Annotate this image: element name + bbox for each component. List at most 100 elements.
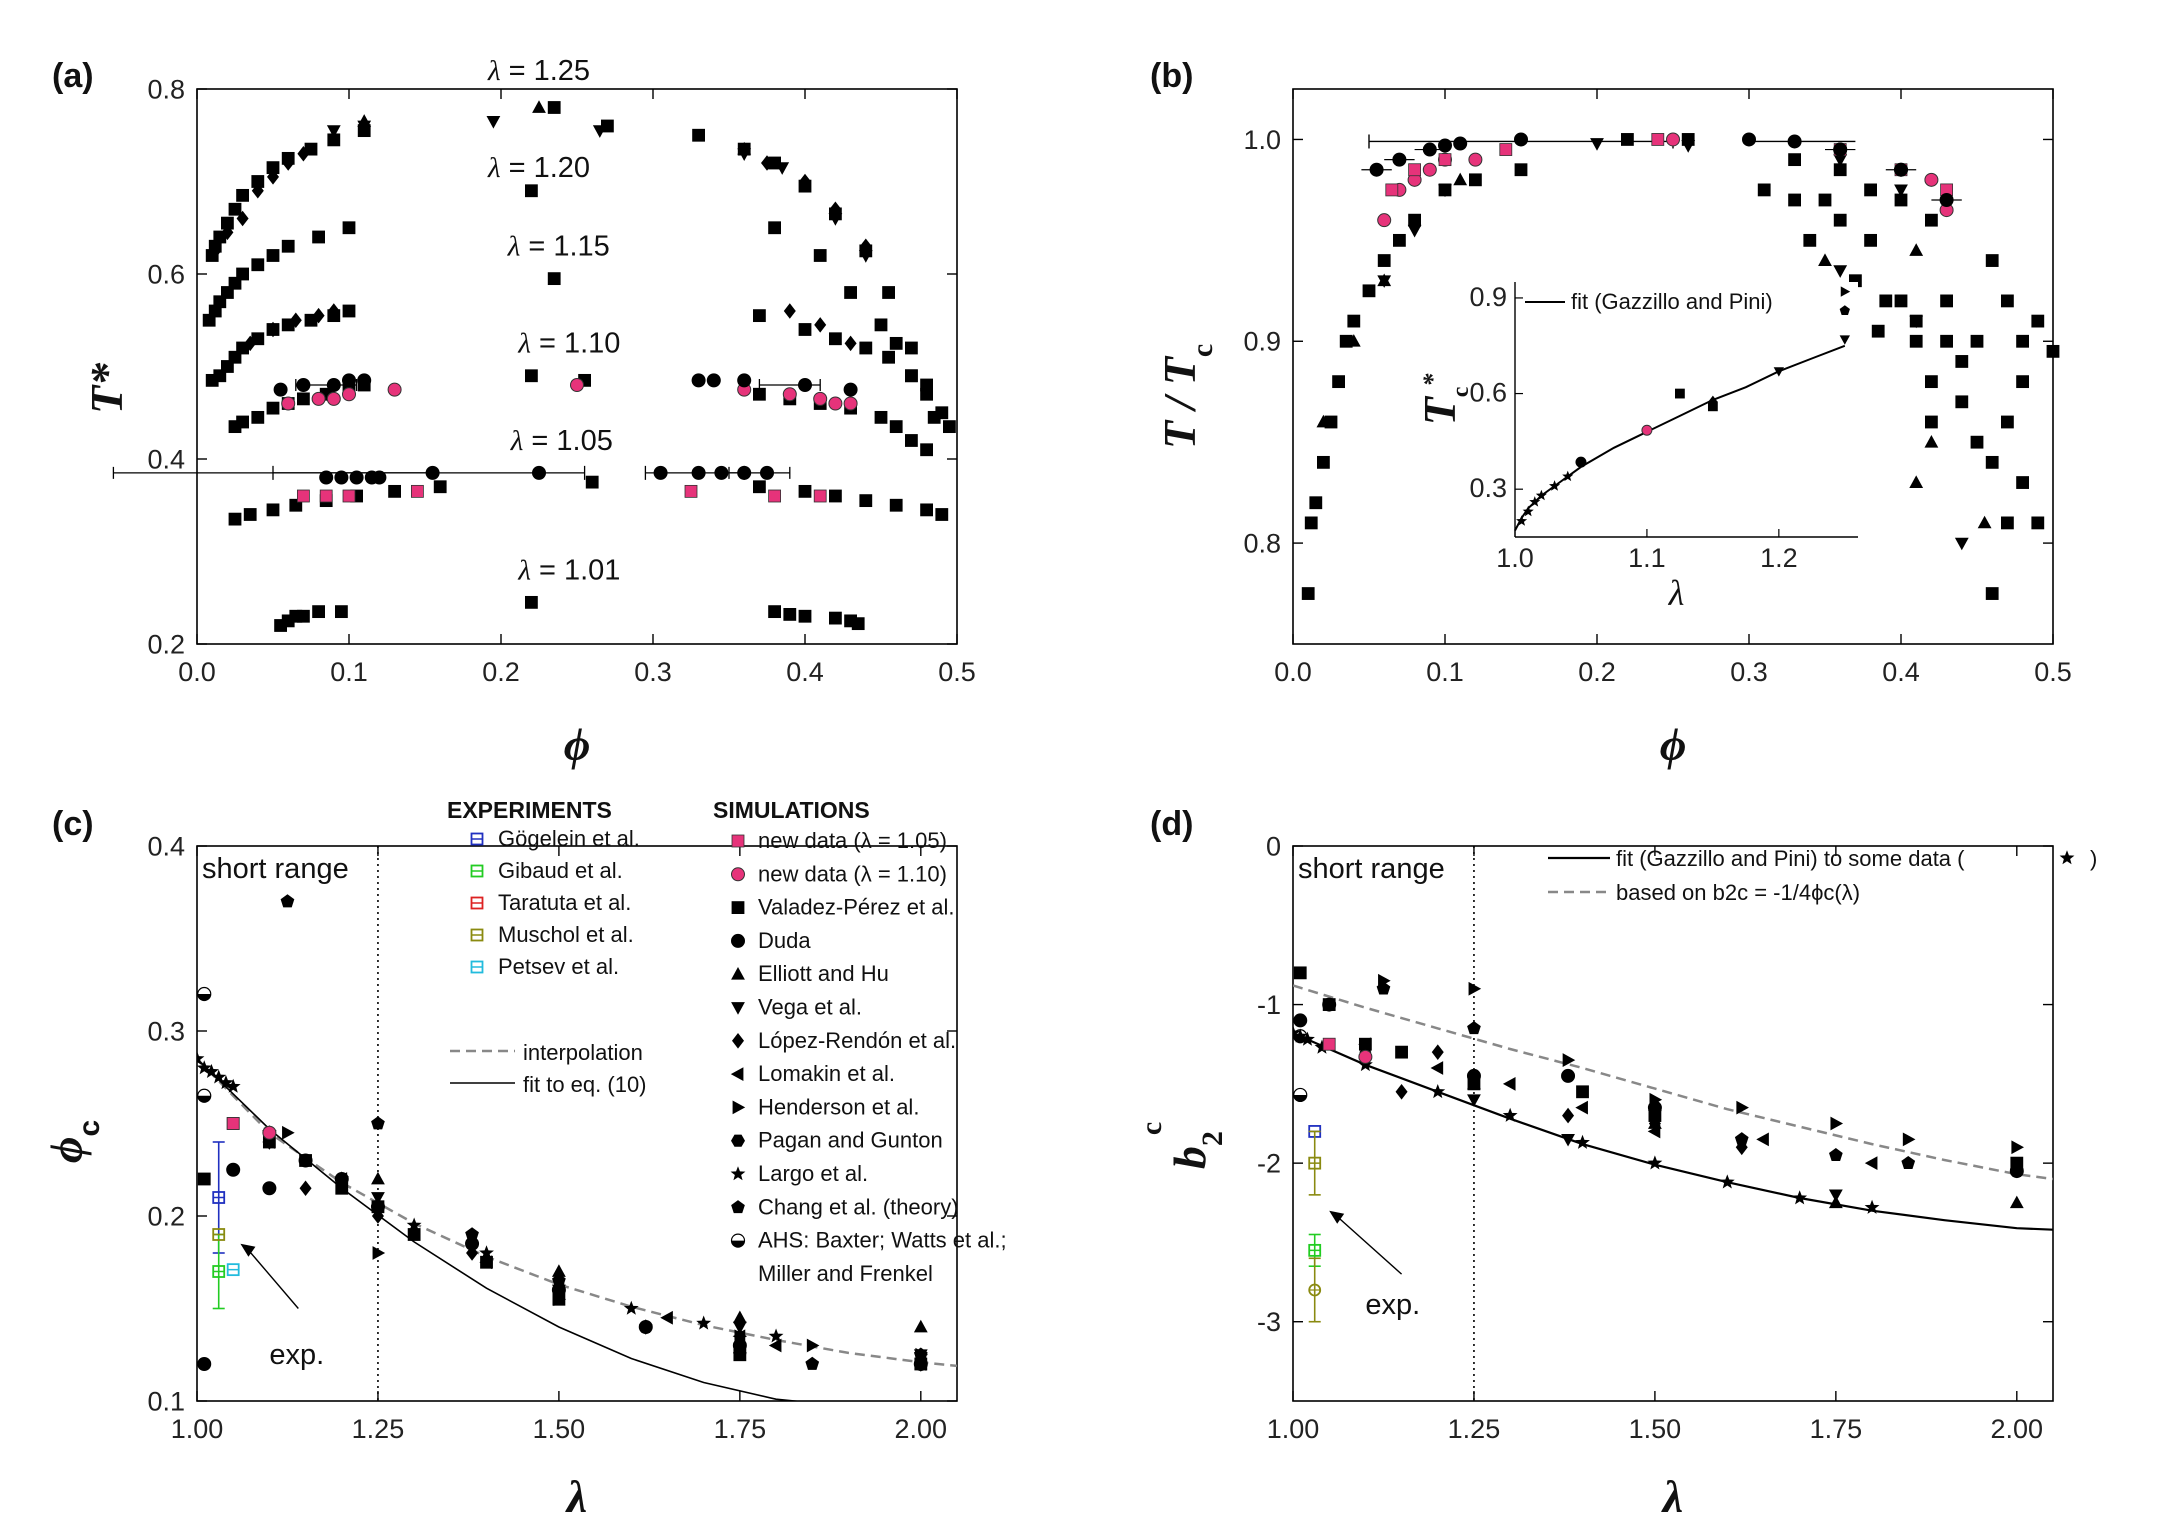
data-point (1347, 314, 1361, 328)
data-point (889, 420, 903, 434)
x-tick-label-d: 1.25 (1448, 1414, 1501, 1444)
data-point (1392, 152, 1407, 167)
data-point (1395, 1083, 1408, 1100)
y-tick-label-a: 0.8 (147, 74, 185, 104)
data-point (798, 484, 812, 498)
x-tick-label-d: 1.00 (1267, 1414, 1320, 1444)
data-point (1818, 193, 1832, 207)
x-axis-label-a: ϕ (564, 719, 591, 770)
data-point (387, 382, 402, 397)
data-point (1939, 193, 1954, 207)
legend-sim-marker (731, 967, 745, 980)
data-point (1954, 537, 1969, 551)
legend-based-label: based on b2c = -1/4ϕc(λ) (1616, 880, 1860, 905)
data-point (296, 392, 310, 406)
inset-data-point (1641, 424, 1653, 436)
data-point (691, 373, 706, 388)
data-point (357, 373, 372, 388)
legend-simulations-title: SIMULATIONS (713, 797, 870, 823)
y-tick-label-d: 0 (1266, 831, 1281, 861)
data-point (844, 286, 857, 299)
panel-label-d: (d) (1150, 805, 1193, 843)
x-tick-label-b: 0.4 (1882, 657, 1920, 687)
data-point (639, 1319, 652, 1335)
x-tick-label-b: 0.2 (1578, 657, 1616, 687)
data-point (1902, 1132, 1916, 1147)
inset-y-tick-label: 0.3 (1469, 473, 1507, 503)
data-point (1467, 1094, 1481, 1107)
legend-sim-marker (731, 1002, 745, 1015)
exp-arrow (1334, 1214, 1403, 1275)
data-point (1430, 1061, 1444, 1075)
data-point (327, 303, 340, 319)
data-point (236, 267, 250, 281)
data-point (732, 1321, 747, 1335)
data-point (1377, 273, 1392, 287)
data-point (828, 396, 843, 411)
legend-star-marker (2059, 850, 2075, 865)
data-point (805, 1356, 820, 1370)
data-point (262, 1125, 277, 1140)
axes-b: 0.0 0.1 0.2 0.3 0.4 0.5 0.8 0.9 1.0 (1243, 88, 2072, 687)
legend-sim-entry: new data (λ = 1.10) (758, 861, 947, 886)
data-a: λ = 1.25 λ = 1.20 λ = 1.15 λ = 1.10 λ = 1.05… (112, 55, 956, 632)
data-point (1576, 1085, 1589, 1099)
data-point (859, 494, 873, 508)
data-point (1407, 224, 1422, 238)
data-point (1378, 973, 1391, 988)
data-point (1431, 1044, 1444, 1060)
exp-point (1308, 1243, 1322, 1257)
data-point (334, 470, 349, 485)
lambda-annotation: λ = 1.10 (517, 328, 620, 360)
data-point (197, 1060, 212, 1075)
data-point (734, 1329, 748, 1344)
data-point (1317, 455, 1330, 469)
data-point (552, 1264, 566, 1277)
x-tick-label-a: 0.1 (330, 657, 368, 687)
data-point (342, 387, 356, 402)
legend-sim-entry: Lomakin et al. (758, 1061, 895, 1086)
data-point (737, 465, 752, 480)
plot-frame-b (1292, 88, 2054, 645)
data-point (1362, 284, 1376, 298)
data-point (828, 213, 843, 226)
legend-star-close: ) (2090, 846, 2097, 871)
data-point (342, 373, 356, 388)
data-point (2001, 415, 2014, 429)
data-point (753, 387, 766, 401)
data-point (1894, 162, 1908, 177)
data-point (486, 115, 501, 129)
data-point (1438, 153, 1452, 167)
legend-sim-entry: new data (λ = 1.05) (758, 828, 947, 853)
data-point (479, 1245, 494, 1260)
data-point (1469, 173, 1482, 187)
short-range-label-c: short range (202, 853, 349, 885)
data-point (1358, 1049, 1373, 1064)
data-c (197, 846, 957, 1401)
data-point (1304, 516, 1318, 530)
data-point (262, 1181, 277, 1196)
data-point (236, 415, 250, 429)
data-point (783, 303, 796, 319)
data-point (1408, 163, 1421, 177)
data-point (829, 201, 842, 218)
data-point (696, 1315, 712, 1330)
x-tick-label-b: 0.1 (1426, 657, 1464, 687)
legend-exp-entry: Taratuta et al. (498, 890, 631, 915)
x-tick-label-a: 0.0 (178, 657, 216, 687)
legend-exp-marker (470, 832, 484, 846)
data-point (433, 480, 447, 494)
data-point (1955, 355, 1969, 368)
data-point (1322, 997, 1337, 1012)
short-range-label-d: short range (1298, 853, 1445, 885)
legend-sim-marker (731, 933, 745, 948)
data-point (319, 489, 333, 503)
data-point (768, 1338, 782, 1353)
inset-fit-line (1514, 344, 1846, 532)
data-point (226, 1162, 241, 1177)
data-point (692, 128, 705, 142)
data-point (1792, 1190, 1808, 1205)
legend-c: EXPERIMENTS Gögelein et al. Gibaud et al. T… (447, 797, 1007, 1286)
data-point (829, 332, 842, 346)
data-point (251, 258, 265, 272)
